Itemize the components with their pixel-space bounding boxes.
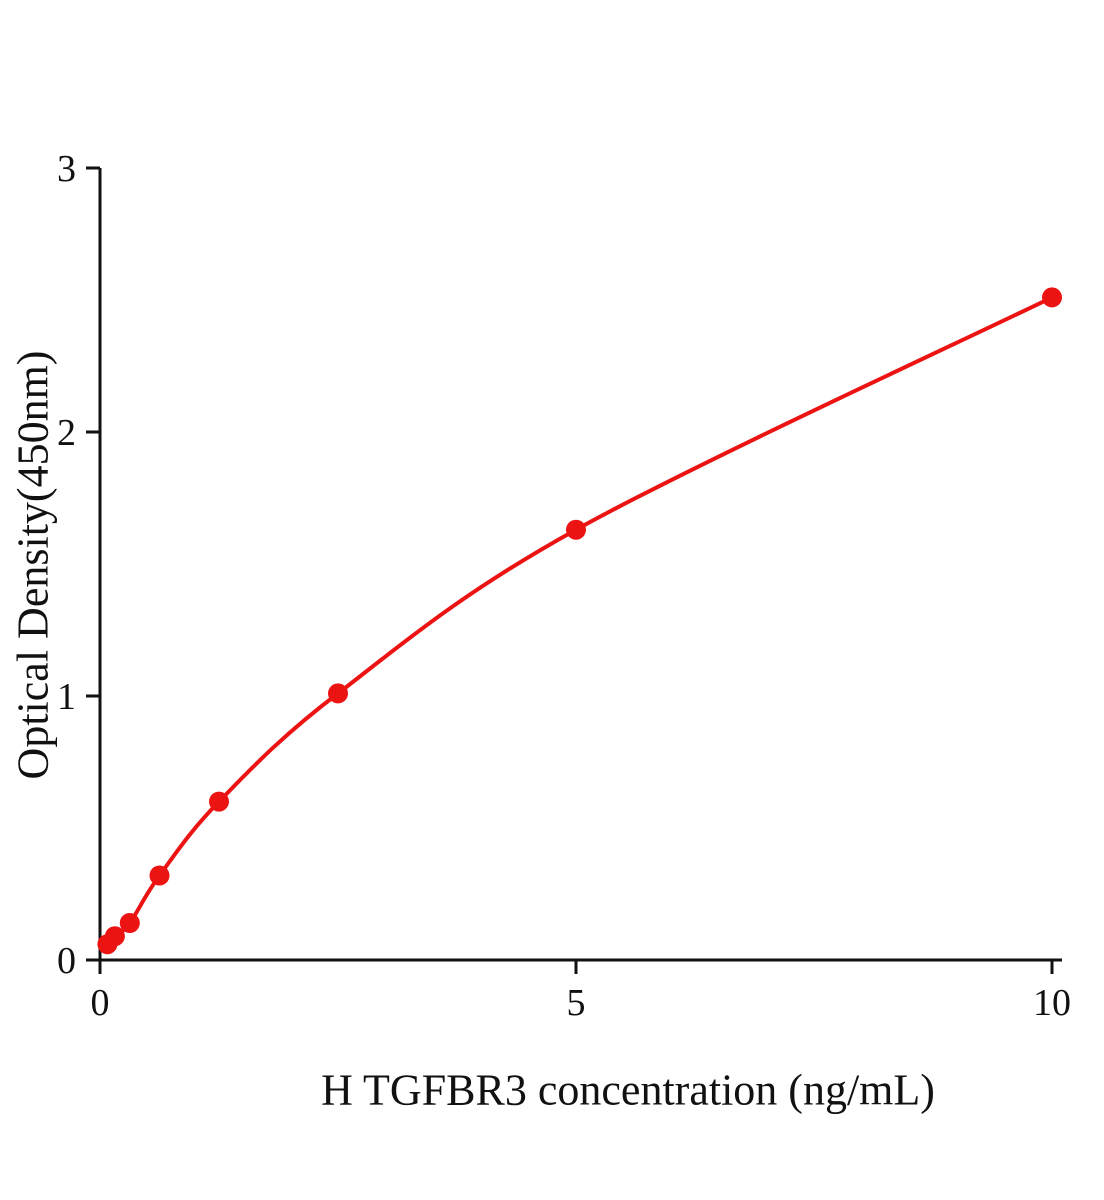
standard-curve-line xyxy=(105,295,1054,947)
data-point-marker xyxy=(1042,287,1062,308)
x-tick-label: 0 xyxy=(91,982,110,1024)
y-tick-label: 2 xyxy=(57,412,76,454)
y-tick-label: 3 xyxy=(57,148,76,190)
x-tick-label: 10 xyxy=(1033,982,1071,1024)
x-axis-label: H TGFBR3 concentration (ng/mL) xyxy=(321,1065,935,1115)
y-tick-label: 0 xyxy=(57,940,76,982)
x-tick-label: 5 xyxy=(567,982,586,1024)
data-point-marker xyxy=(119,913,140,933)
data-point-marker xyxy=(566,519,586,540)
y-tick-label: 1 xyxy=(57,676,76,718)
data-point-marker xyxy=(104,926,125,947)
data-point-marker xyxy=(209,791,229,812)
data-point-marker xyxy=(149,865,170,886)
data-point-marker xyxy=(328,683,348,704)
